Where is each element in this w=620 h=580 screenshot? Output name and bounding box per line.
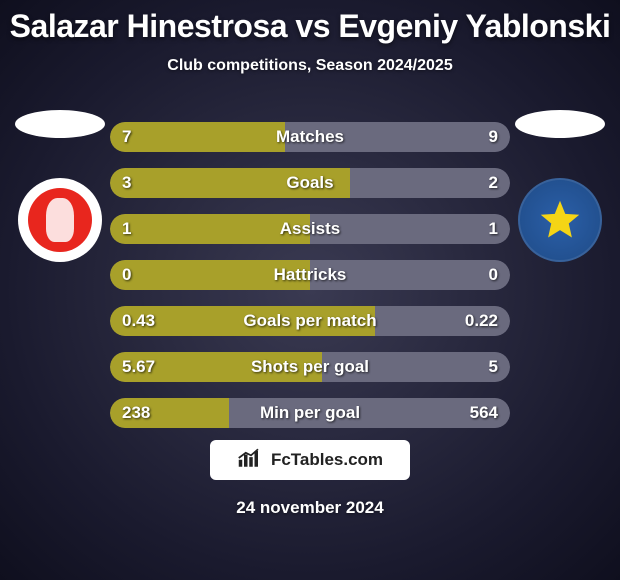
stat-label: Goals per match bbox=[110, 306, 510, 336]
stat-label: Shots per goal bbox=[110, 352, 510, 382]
stats-container: 79Matches 32Goals 11Assists 00Hattricks 0.43… bbox=[110, 122, 510, 444]
comparison-title: Salazar Hinestrosa vs Evgeniy Yablonski bbox=[0, 0, 620, 45]
player-left-headshot-placeholder bbox=[15, 110, 105, 138]
bar-chart-icon bbox=[237, 447, 265, 474]
stat-label: Goals bbox=[110, 168, 510, 198]
stat-row: 79Matches bbox=[110, 122, 510, 152]
club-badge-left-crest bbox=[28, 188, 92, 252]
comparison-date: 24 november 2024 bbox=[0, 498, 620, 518]
source-attribution: FcTables.com bbox=[210, 440, 410, 480]
comparison-subtitle: Club competitions, Season 2024/2025 bbox=[0, 57, 620, 75]
stat-label: Assists bbox=[110, 214, 510, 244]
stat-row: 11Assists bbox=[110, 214, 510, 244]
stat-row: 0.430.22Goals per match bbox=[110, 306, 510, 336]
stat-label: Min per goal bbox=[110, 398, 510, 428]
club-badge-right-star-icon bbox=[539, 199, 581, 241]
stat-label: Hattricks bbox=[110, 260, 510, 290]
stat-row: 00Hattricks bbox=[110, 260, 510, 290]
club-badge-right bbox=[518, 178, 602, 262]
player-right-headshot-placeholder bbox=[515, 110, 605, 138]
stat-label: Matches bbox=[110, 122, 510, 152]
stat-row: 5.675Shots per goal bbox=[110, 352, 510, 382]
club-badge-left bbox=[18, 178, 102, 262]
source-attribution-text: FcTables.com bbox=[271, 450, 383, 470]
stat-row: 238564Min per goal bbox=[110, 398, 510, 428]
stat-row: 32Goals bbox=[110, 168, 510, 198]
